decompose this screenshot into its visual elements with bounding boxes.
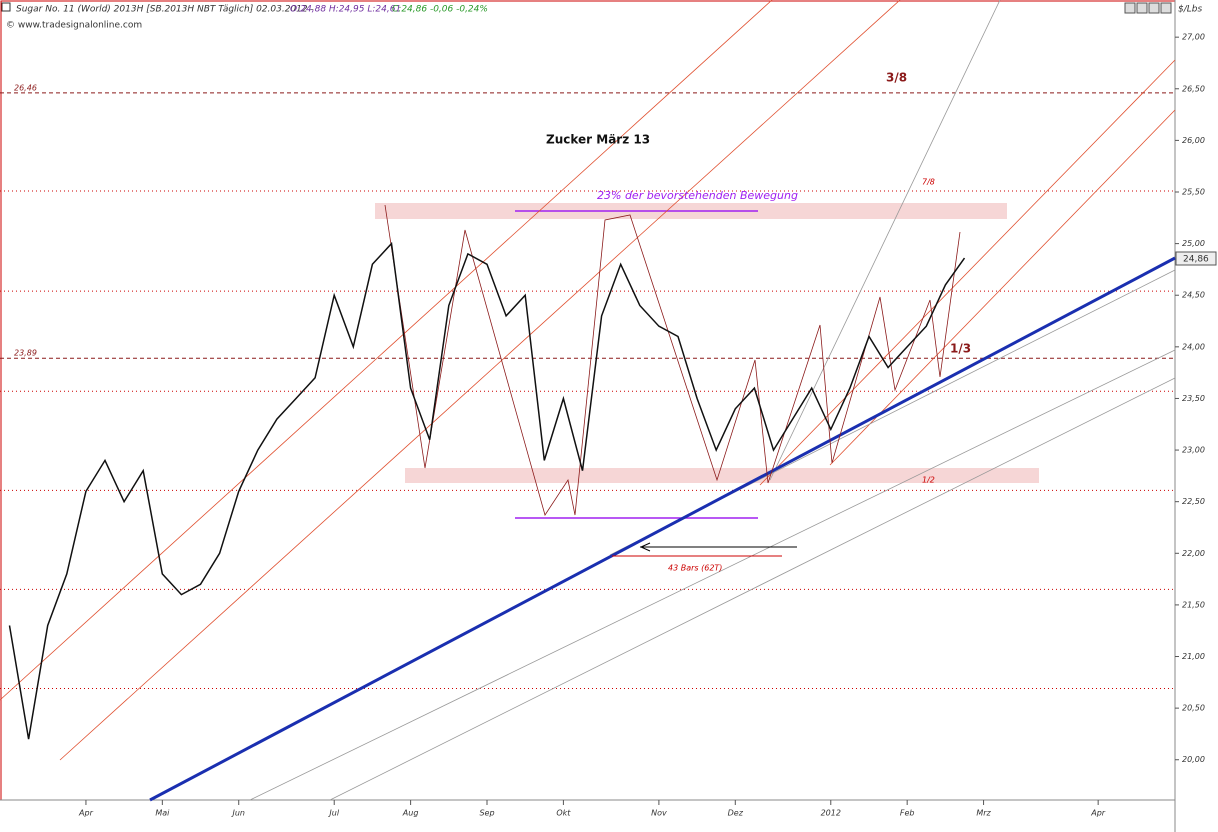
main-trendline — [149, 256, 1176, 802]
arrow-head — [639, 542, 651, 552]
button[interactable] — [1124, 2, 1136, 14]
y-tick-label: 21,50 — [1182, 600, 1205, 609]
last-price: 24,86 — [1183, 255, 1209, 265]
fib-label: 1/3 — [950, 342, 971, 356]
fib-label: 1/2 — [922, 476, 935, 485]
zigzag — [384, 204, 961, 516]
x-tick-label: Nov — [651, 809, 667, 818]
instrument: Sugar No. 11 (World) 2013H [SB.2013H NBT… — [16, 5, 314, 15]
ohl: O:24,88 H:24,95 L:24,61 — [290, 5, 401, 15]
x-tick-label: Feb — [900, 809, 915, 818]
last-price-tag — [1175, 251, 1217, 266]
y-tick-label: 23,50 — [1182, 394, 1205, 403]
x-tick-label: Apr — [1090, 809, 1106, 818]
y-tick-label: 21,00 — [1182, 652, 1205, 661]
toolbar — [1124, 2, 1172, 14]
move-label: 23% der bevorstehenden Bewegung — [597, 189, 798, 202]
y-tick-label: 25,00 — [1182, 239, 1205, 248]
icon — [1, 2, 11, 12]
level-label: 26,46 — [14, 83, 37, 92]
y-tick-label: 24,50 — [1182, 291, 1205, 300]
y-tick-label: 22,50 — [1182, 497, 1205, 506]
y-tick-label: 20,00 — [1182, 755, 1205, 764]
y-tick-label: 27,00 — [1182, 33, 1205, 42]
x-tick-label: Dez — [728, 809, 744, 818]
x-tick-label: Apr — [78, 809, 94, 818]
gray-lines — [249, 0, 1176, 801]
level-label: 23,89 — [14, 349, 37, 358]
y-tick-label: 26,00 — [1182, 136, 1205, 145]
fib-label: 3/8 — [886, 71, 907, 85]
close-change: C:24,86 -0,06 -0,24% — [392, 5, 488, 15]
button[interactable] — [1148, 2, 1160, 14]
y-tick-label: 23,00 — [1182, 446, 1205, 455]
unit: $/Lbs — [1178, 5, 1202, 15]
button[interactable] — [1136, 2, 1148, 14]
y-tick-label: 20,50 — [1182, 704, 1205, 713]
x-tick-label: Jul — [327, 809, 339, 818]
x-tick-label: Mai — [155, 809, 170, 818]
y-tick-label: 25,50 — [1182, 188, 1205, 197]
price-line — [8, 241, 966, 740]
channel-lines — [0, 0, 1176, 761]
y-tick-label: 26,50 — [1182, 84, 1205, 93]
x-tick-label: 2012 — [821, 809, 841, 818]
copyright: © www.tradesignalonline.com — [6, 21, 142, 31]
button[interactable] — [1160, 2, 1172, 14]
support-zone — [405, 468, 1039, 483]
fib-label: 7/8 — [922, 178, 935, 187]
y-tick-label: 22,00 — [1182, 549, 1205, 558]
x-tick-label: Okt — [556, 809, 571, 818]
y-tick-label: 24,00 — [1182, 342, 1205, 351]
x-tick-label: Jun — [230, 809, 245, 818]
x-tick-label: Sep — [479, 809, 494, 818]
bars-label: 43 Bars (62T) — [668, 564, 722, 573]
x-tick-label: Aug — [402, 809, 419, 818]
title: Zucker März 13 — [546, 133, 650, 147]
x-tick-label: Mrz — [976, 809, 991, 818]
